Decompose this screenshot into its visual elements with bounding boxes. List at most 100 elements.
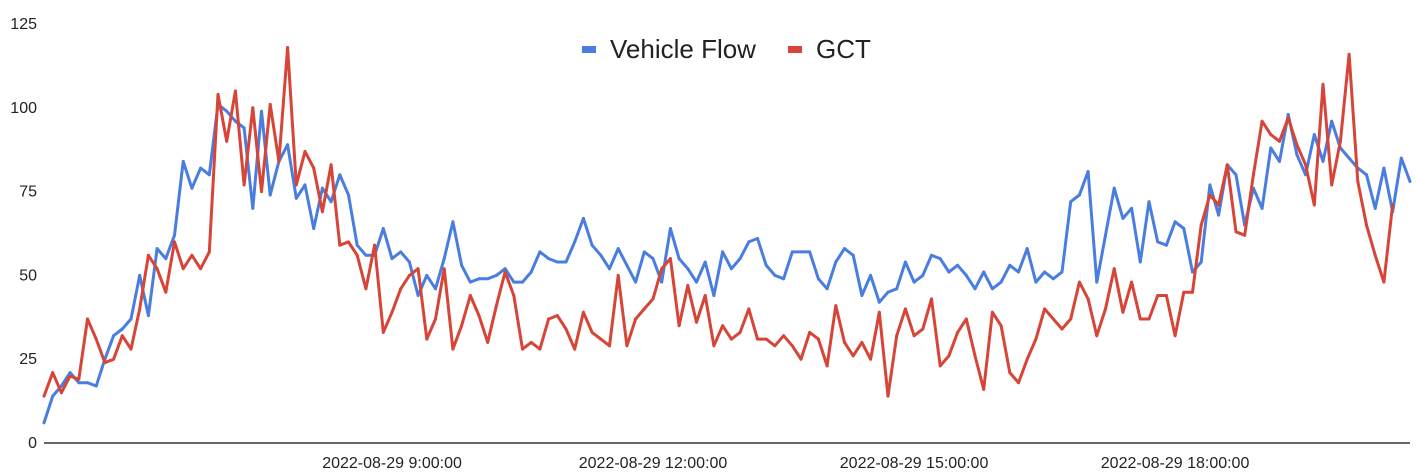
data-point-gct [1217,203,1221,207]
data-point-gct [764,337,768,341]
data-point-gct [686,284,690,287]
series-line-gct [42,46,1395,398]
x-tick-label: 2022-08-29 15:00:00 [840,455,989,472]
data-point-vehicle-flow [199,166,203,170]
data-point-vehicle-flow [1321,159,1325,163]
x-tick-label: 2022-08-29 18:00:00 [1101,455,1250,472]
data-point-gct [1017,381,1020,385]
data-point-gct [425,337,429,341]
data-point-gct [303,149,307,153]
data-point-gct [1191,290,1194,294]
data-point-vehicle-flow [1008,263,1012,267]
data-point-gct [1025,357,1029,361]
data-point-gct [1043,307,1047,311]
data-point-gct [756,337,759,341]
data-point-gct [599,337,603,341]
data-point-vehicle-flow [120,327,124,331]
data-point-gct [277,159,281,163]
data-point-vehicle-flow [225,109,229,113]
data-point-gct [42,394,46,398]
data-point-gct [286,46,290,49]
data-point-gct [608,344,611,348]
data-point-gct [886,394,890,398]
data-point-gct [416,267,420,271]
data-point-vehicle-flow [956,263,960,267]
data-point-gct [1034,337,1038,341]
data-point-gct [703,294,707,297]
data-point-gct [329,163,333,167]
data-point-vehicle-flow [1164,243,1168,247]
data-point-gct [164,290,168,294]
data-point-vehicle-flow [616,247,620,251]
data-point-gct [1269,133,1273,137]
data-point-gct [1086,297,1090,301]
data-point-gct [964,317,968,321]
data-point-gct [521,347,524,351]
series-line-vehicle-flow [42,102,1412,424]
data-point-gct [1077,280,1081,284]
data-point-gct [120,334,124,338]
data-point-vehicle-flow [59,384,63,388]
data-point-vehicle-flow [990,287,994,291]
data-point-gct [216,92,220,96]
data-point-vehicle-flow [1217,213,1221,217]
data-point-vehicle-flow [1269,146,1273,150]
data-point-vehicle-flow [729,267,733,271]
legend: Vehicle Flow GCT [582,34,871,64]
data-point-gct [982,387,986,391]
data-point-vehicle-flow [764,263,768,267]
data-point-vehicle-flow [625,263,629,267]
data-point-vehicle-flow [573,240,577,244]
data-point-vehicle-flow [538,250,542,254]
data-point-vehicle-flow [460,263,464,267]
data-point-gct [338,243,342,247]
data-point-gct [808,330,812,334]
data-point-gct [825,364,829,368]
data-point-vehicle-flow [77,381,81,385]
data-point-gct [486,340,490,344]
data-point-gct [1112,267,1116,271]
data-point-vehicle-flow [164,257,168,261]
y-tick-label: 75 [19,184,37,201]
data-point-vehicle-flow [668,227,672,230]
data-point-gct [225,139,229,143]
data-point-gct [1321,82,1325,86]
data-point-vehicle-flow [207,173,211,177]
data-point-gct [442,267,446,271]
data-point-vehicle-flow [895,287,899,291]
data-point-vehicle-flow [712,294,716,297]
data-point-gct [1208,193,1212,197]
data-point-gct [77,377,81,381]
data-point-gct [512,294,516,297]
data-point-vehicle-flow [129,317,133,321]
data-point-gct [451,347,455,351]
data-point-vehicle-flow [347,193,350,197]
data-point-vehicle-flow [51,394,55,398]
data-point-vehicle-flow [416,294,420,297]
y-tick-label: 125 [10,16,37,33]
data-point-vehicle-flow [390,257,394,261]
data-point-vehicle-flow [825,287,829,291]
data-point-vehicle-flow [1086,170,1090,173]
data-point-gct [625,344,629,348]
x-tick-label: 2022-08-29 12:00:00 [579,455,728,472]
data-point-vehicle-flow [843,247,846,251]
data-point-gct [990,310,994,314]
data-point-vehicle-flow [756,237,759,240]
data-point-gct [1069,317,1073,321]
data-point-vehicle-flow [1399,156,1403,160]
data-point-vehicle-flow [173,233,176,237]
series-points-gct [42,46,1395,398]
data-point-gct [364,287,368,291]
data-point-vehicle-flow [877,300,881,304]
data-point-gct [729,337,733,341]
data-point-vehicle-flow [1051,277,1055,281]
data-point-gct [547,317,551,321]
data-point-vehicle-flow [651,257,655,261]
data-point-vehicle-flow [799,250,803,254]
data-point-vehicle-flow [181,159,185,163]
y-tick-label: 50 [19,267,37,284]
data-point-vehicle-flow [468,280,472,284]
data-point-gct [1095,334,1099,338]
